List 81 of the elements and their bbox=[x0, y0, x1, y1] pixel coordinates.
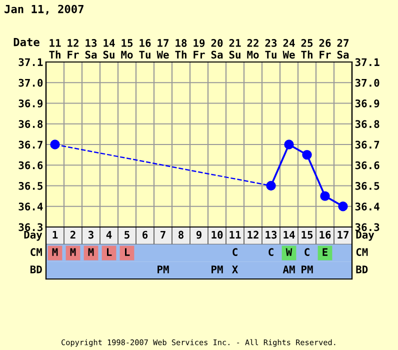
y-tick-label: 37.0 bbox=[18, 78, 43, 87]
x-tick-label: 20 Sa bbox=[211, 39, 223, 59]
y2-tick-label: CM bbox=[356, 248, 368, 256]
y-tick-label: 36.8 bbox=[18, 120, 43, 128]
point bbox=[338, 202, 348, 212]
y2-tick-label: 36.6 bbox=[355, 161, 380, 170]
point bbox=[284, 140, 294, 150]
x-tick-label: 3 bbox=[88, 230, 94, 239]
point bbox=[302, 150, 312, 160]
text: PM bbox=[158, 266, 169, 274]
x-tick-label: 15 Mo bbox=[121, 39, 133, 59]
text: M bbox=[88, 248, 94, 256]
x-tick-label: 2 bbox=[70, 230, 76, 239]
x-tick-label: 7 bbox=[160, 230, 166, 239]
x-tick-label: 5 bbox=[124, 230, 130, 239]
y2-tick-label: 36.3 bbox=[355, 223, 380, 232]
x-tick-label: 6 bbox=[142, 230, 148, 239]
y2-tick-label: 36.7 bbox=[355, 140, 380, 149]
text: PM bbox=[212, 266, 223, 274]
y2-tick-label: 36.5 bbox=[355, 182, 380, 190]
x-tick-label: 27 Sa bbox=[337, 39, 349, 59]
text: PM bbox=[302, 266, 313, 274]
x-tick-label: 13 bbox=[266, 230, 277, 239]
x-axis-title: Day bbox=[24, 230, 42, 241]
x-tick-label: 12 Fr bbox=[68, 39, 79, 58]
x-tick-label: 15 bbox=[302, 230, 313, 239]
x-tick-label: 11 bbox=[230, 230, 241, 239]
text: C bbox=[304, 248, 310, 256]
x-tick-label: 24 We bbox=[282, 39, 295, 59]
text: M bbox=[52, 248, 58, 256]
x-tick-label: 19 Fr bbox=[194, 39, 205, 58]
x-tick-label: 12 bbox=[248, 230, 258, 239]
text: L bbox=[125, 248, 130, 256]
point bbox=[266, 180, 276, 191]
x-tick-label: 18 Th bbox=[175, 39, 187, 58]
y-tick-label: 36.4 bbox=[18, 202, 43, 210]
y-tick-label: 36.7 bbox=[18, 140, 42, 149]
y2-tick-label: 36.8 bbox=[355, 120, 380, 128]
text: E bbox=[322, 248, 328, 256]
y2-tick-label: BD bbox=[356, 266, 368, 274]
point bbox=[50, 140, 60, 150]
x-tick-label: 13 Sa bbox=[85, 39, 97, 59]
text: AM bbox=[282, 266, 295, 274]
y-tick-label: 36.3 bbox=[18, 223, 43, 232]
text: M bbox=[70, 248, 76, 256]
x-tick-label: 22 Mo bbox=[247, 39, 259, 59]
text: X bbox=[232, 266, 238, 274]
y2-tick-label: 37.1 bbox=[355, 58, 380, 66]
y-tick-label: BD bbox=[30, 266, 42, 274]
x-tick-label: 25 Th bbox=[301, 39, 313, 58]
x-tick-label: 1 bbox=[52, 230, 58, 239]
x-tick-label: 14 Su bbox=[103, 39, 115, 59]
x-tick-label: 26 Fr bbox=[319, 39, 331, 58]
x-tick-label: 9 bbox=[196, 230, 202, 239]
x-tick-label: 14 bbox=[284, 230, 295, 239]
x-tick-label: 17 We bbox=[156, 39, 169, 59]
text: L bbox=[107, 248, 112, 256]
x-tick-label: 21 Su bbox=[229, 39, 241, 59]
text: C bbox=[232, 248, 238, 256]
point bbox=[320, 191, 330, 201]
x-tick-label: 17 bbox=[338, 230, 348, 239]
y-tick-label: 37.1 bbox=[18, 58, 43, 66]
text: W bbox=[286, 248, 292, 256]
y-tick-label: CM bbox=[30, 248, 42, 256]
y2-tick-label: 37.0 bbox=[355, 78, 380, 87]
y-tick-label: 36.6 bbox=[18, 161, 43, 170]
y2-tick-label: 36.9 bbox=[355, 99, 380, 108]
chart-title: Jan 11, 2007 bbox=[4, 4, 84, 15]
x-axis-title: Date bbox=[14, 38, 40, 46]
x-tick-label: 4 bbox=[106, 230, 112, 239]
y2-tick-label: 36.4 bbox=[355, 202, 380, 210]
text: C bbox=[268, 248, 274, 256]
x-tick-label: 16 bbox=[320, 230, 331, 239]
y-tick-label: 36.5 bbox=[18, 182, 43, 190]
x-tick-label: 16 Tu bbox=[139, 39, 151, 59]
text: Day bbox=[356, 230, 374, 241]
y-tick-label: 36.9 bbox=[18, 99, 43, 108]
x-tick-label: 10 bbox=[212, 230, 223, 239]
x-tick-label: 8 bbox=[178, 230, 184, 239]
x-tick-label: 11 Th bbox=[49, 39, 61, 58]
x-tick-label: 23 Tu bbox=[265, 39, 277, 59]
